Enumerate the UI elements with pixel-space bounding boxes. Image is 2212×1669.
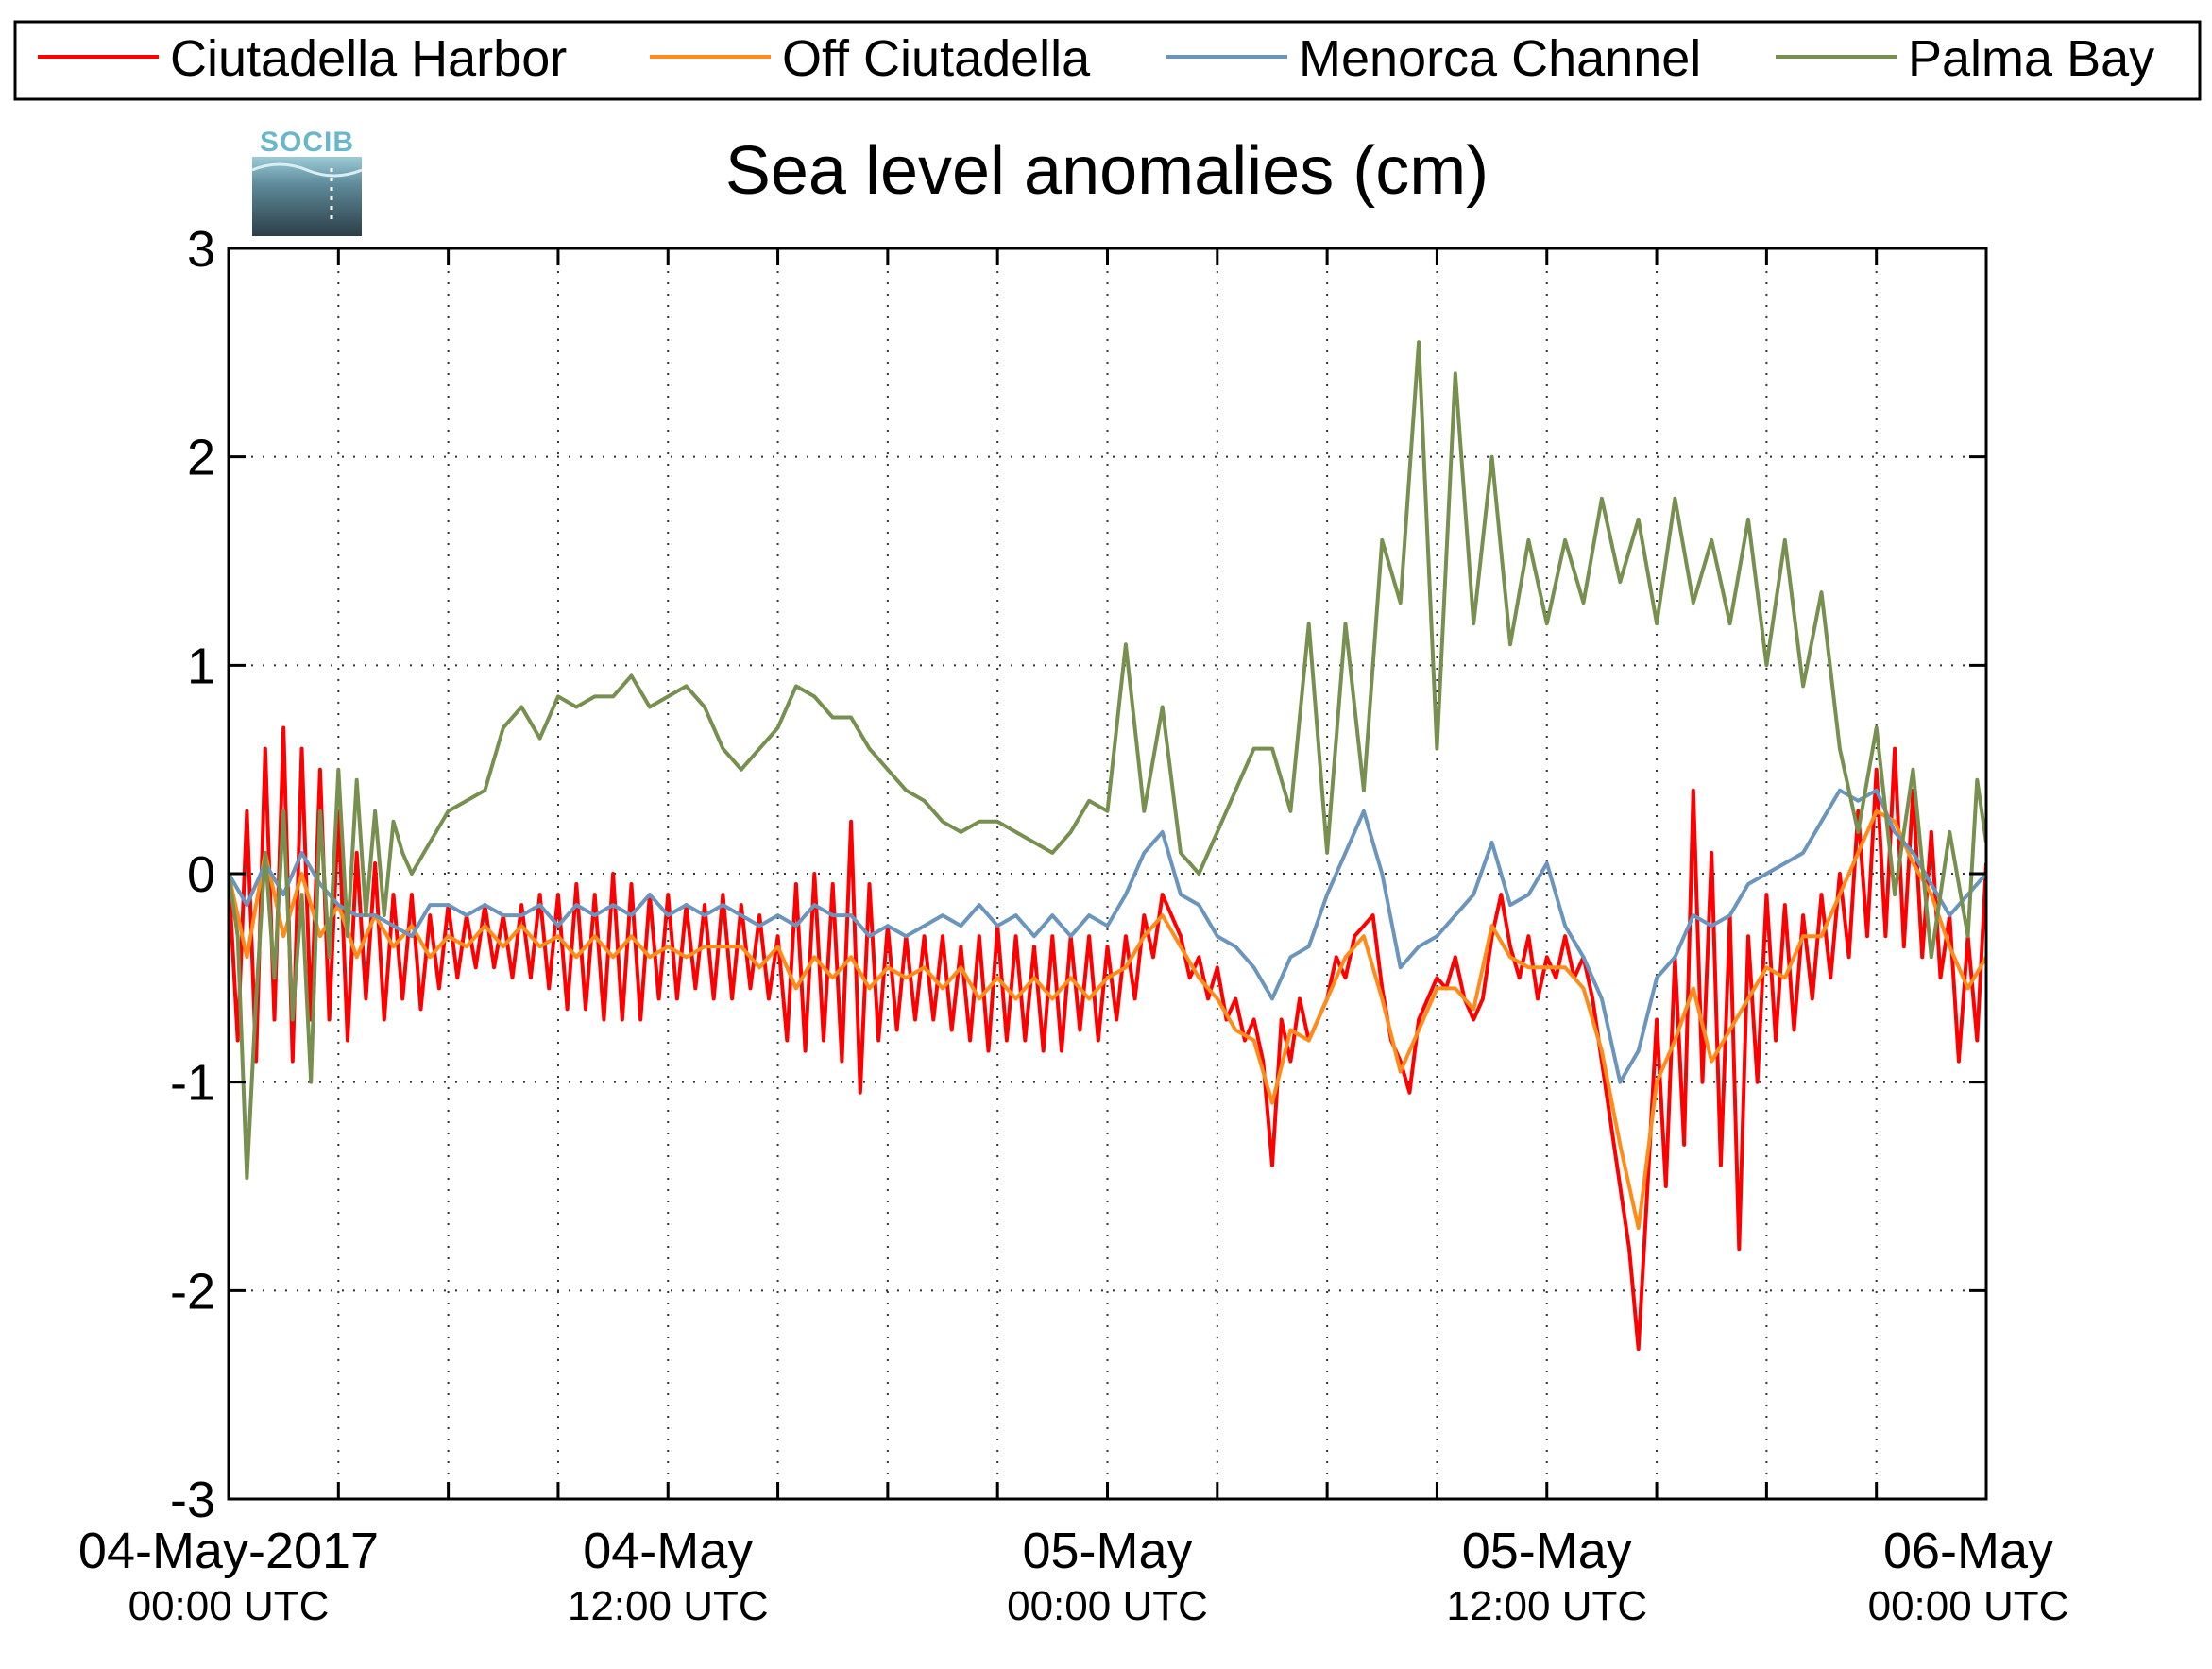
x-tick-time-1: 12:00 UTC [568,1583,769,1629]
x-tick-time-3: 12:00 UTC [1446,1583,1647,1629]
legend: Ciutadella Harbor Off Ciutadella Menorca C… [13,20,2202,101]
legend-label-1: Off Ciutadella [782,30,1091,87]
y-tick-label-0: -3 [170,1472,215,1528]
x-tick-date-0: 04-May-2017 [78,1523,379,1579]
series-line-ciutadella-harbor [229,725,1986,1352]
x-tick-date-2: 05-May [1022,1523,1192,1579]
y-tick-label-3: 0 [187,846,215,903]
y-axis-tick-labels: -3 -2 -1 0 1 2 3 [170,221,215,1528]
series-lines [229,340,1986,1352]
legend-box [13,20,2202,101]
legend-label-0: Ciutadella Harbor [170,30,567,87]
legend-label-3: Palma Bay [1908,30,2154,87]
x-tick-date-3: 05-May [1462,1523,1632,1579]
chart-title: Sea level anomalies (cm) [725,133,1489,209]
socib-logo-text: SOCIB [260,127,354,158]
series-line-palma-bay [229,340,1986,1181]
y-tick-label-6: 3 [187,221,215,278]
x-tick-date-1: 04-May [583,1523,753,1579]
y-tick-label-4: 1 [187,638,215,694]
x-tick-date-4: 06-May [1883,1523,2053,1579]
socib-logo-wave [251,162,363,178]
y-tick-label-2: -1 [170,1055,215,1112]
socib-logo: SOCIB [251,127,363,236]
x-tick-time-0: 00:00 UTC [128,1583,330,1629]
series-line-off-ciutadella [229,809,1986,1231]
y-tick-label-1: -2 [170,1263,215,1320]
series-line-menorca-channel [229,788,1986,1084]
x-tick-time-4: 00:00 UTC [1868,1583,2069,1629]
x-tick-time-2: 00:00 UTC [1007,1583,1208,1629]
legend-label-2: Menorca Channel [1299,30,1701,87]
y-tick-label-5: 2 [187,430,215,486]
axis-ticks [229,247,1986,1501]
grid [229,248,1986,1499]
